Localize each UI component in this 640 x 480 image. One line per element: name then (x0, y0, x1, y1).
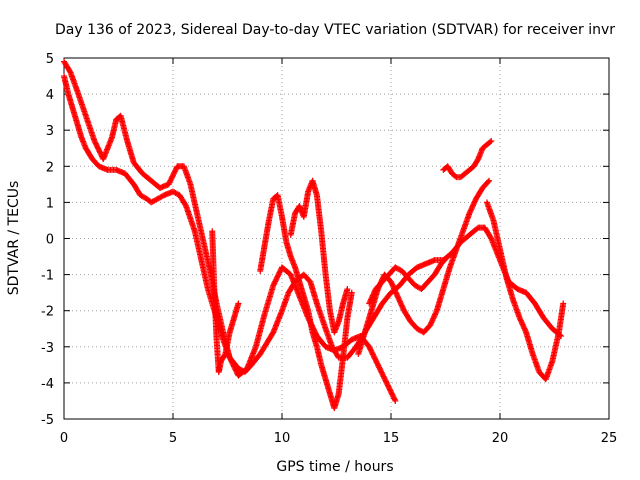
x-tick-labels: 0 5 10 15 20 25 (60, 431, 617, 446)
series-track-6 (440, 138, 495, 181)
data-point (391, 396, 398, 403)
y-tick-label: 5 (46, 52, 54, 67)
data-point (486, 177, 493, 184)
data-point (182, 201, 189, 208)
y-tick-label: -4 (41, 377, 54, 392)
data-point (487, 138, 494, 145)
data-point (344, 286, 351, 293)
data-point (392, 397, 399, 404)
x-tick-label: 20 (492, 431, 509, 446)
grid-lines (64, 58, 609, 419)
y-tick-labels: 5 4 3 2 1 0 -1 -2 -3 -4 -5 (41, 52, 54, 428)
data-point (348, 289, 355, 296)
series-track-2 (61, 58, 399, 404)
series-track-7 (483, 199, 567, 383)
y-tick-label: 2 (46, 160, 54, 175)
data-point (444, 253, 451, 260)
data-point (488, 138, 495, 145)
y-tick-label: 3 (46, 124, 54, 139)
y-tick-label: 0 (46, 233, 54, 248)
series-track-3 (257, 192, 355, 412)
series-track-5 (355, 177, 493, 358)
series-track-1 (61, 73, 565, 376)
x-axis-label: GPS time / hours (276, 459, 393, 475)
y-tick-label: 4 (46, 88, 54, 103)
x-tick-label: 10 (274, 431, 291, 446)
data-point (235, 300, 242, 307)
series-track-8 (209, 228, 242, 376)
data-points (61, 58, 567, 412)
x-tick-label: 15 (383, 431, 400, 446)
chart-title: Day 136 of 2023, Sidereal Day-to-day VTE… (55, 22, 615, 38)
series-track-4 (287, 177, 351, 336)
y-tick-label: -3 (41, 341, 54, 356)
y-tick-label: 1 (46, 196, 54, 211)
data-point (443, 254, 450, 261)
series-track-9 (366, 253, 451, 307)
y-axis-label: SDTVAR / TECUs (6, 181, 22, 296)
y-tick-label: -2 (41, 305, 54, 320)
x-tick-label: 0 (60, 431, 68, 446)
y-tick-label: -1 (41, 269, 54, 284)
y-tick-label: -5 (41, 413, 54, 428)
x-tick-label: 25 (601, 431, 618, 446)
data-point (221, 352, 228, 359)
x-tick-label: 5 (169, 431, 177, 446)
data-point (485, 178, 492, 185)
data-point (560, 300, 567, 307)
